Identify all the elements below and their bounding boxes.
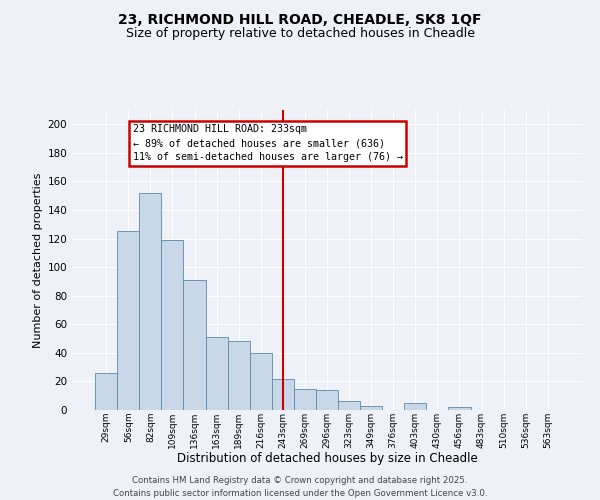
Bar [117, 232, 139, 410]
Bar [360, 406, 382, 410]
Text: 23 RICHMOND HILL ROAD: 233sqm
← 89% of detached houses are smaller (636)
11% of : 23 RICHMOND HILL ROAD: 233sqm ← 89% of d… [133, 124, 403, 162]
Y-axis label: Number of detached properties: Number of detached properties [33, 172, 43, 348]
Bar [139, 193, 161, 410]
Bar [227, 342, 250, 410]
Text: Size of property relative to detached houses in Cheadle: Size of property relative to detached ho… [125, 28, 475, 40]
Bar [250, 353, 272, 410]
Bar [184, 280, 206, 410]
Bar [294, 388, 316, 410]
Text: Contains HM Land Registry data © Crown copyright and database right 2025.
Contai: Contains HM Land Registry data © Crown c… [113, 476, 487, 498]
Bar [316, 390, 338, 410]
Bar [272, 378, 294, 410]
Bar [404, 403, 427, 410]
Bar [161, 240, 184, 410]
Text: 23, RICHMOND HILL ROAD, CHEADLE, SK8 1QF: 23, RICHMOND HILL ROAD, CHEADLE, SK8 1QF [118, 12, 482, 26]
X-axis label: Distribution of detached houses by size in Cheadle: Distribution of detached houses by size … [176, 452, 478, 465]
Bar [206, 337, 227, 410]
Bar [338, 402, 360, 410]
Bar [95, 373, 117, 410]
Bar [448, 407, 470, 410]
